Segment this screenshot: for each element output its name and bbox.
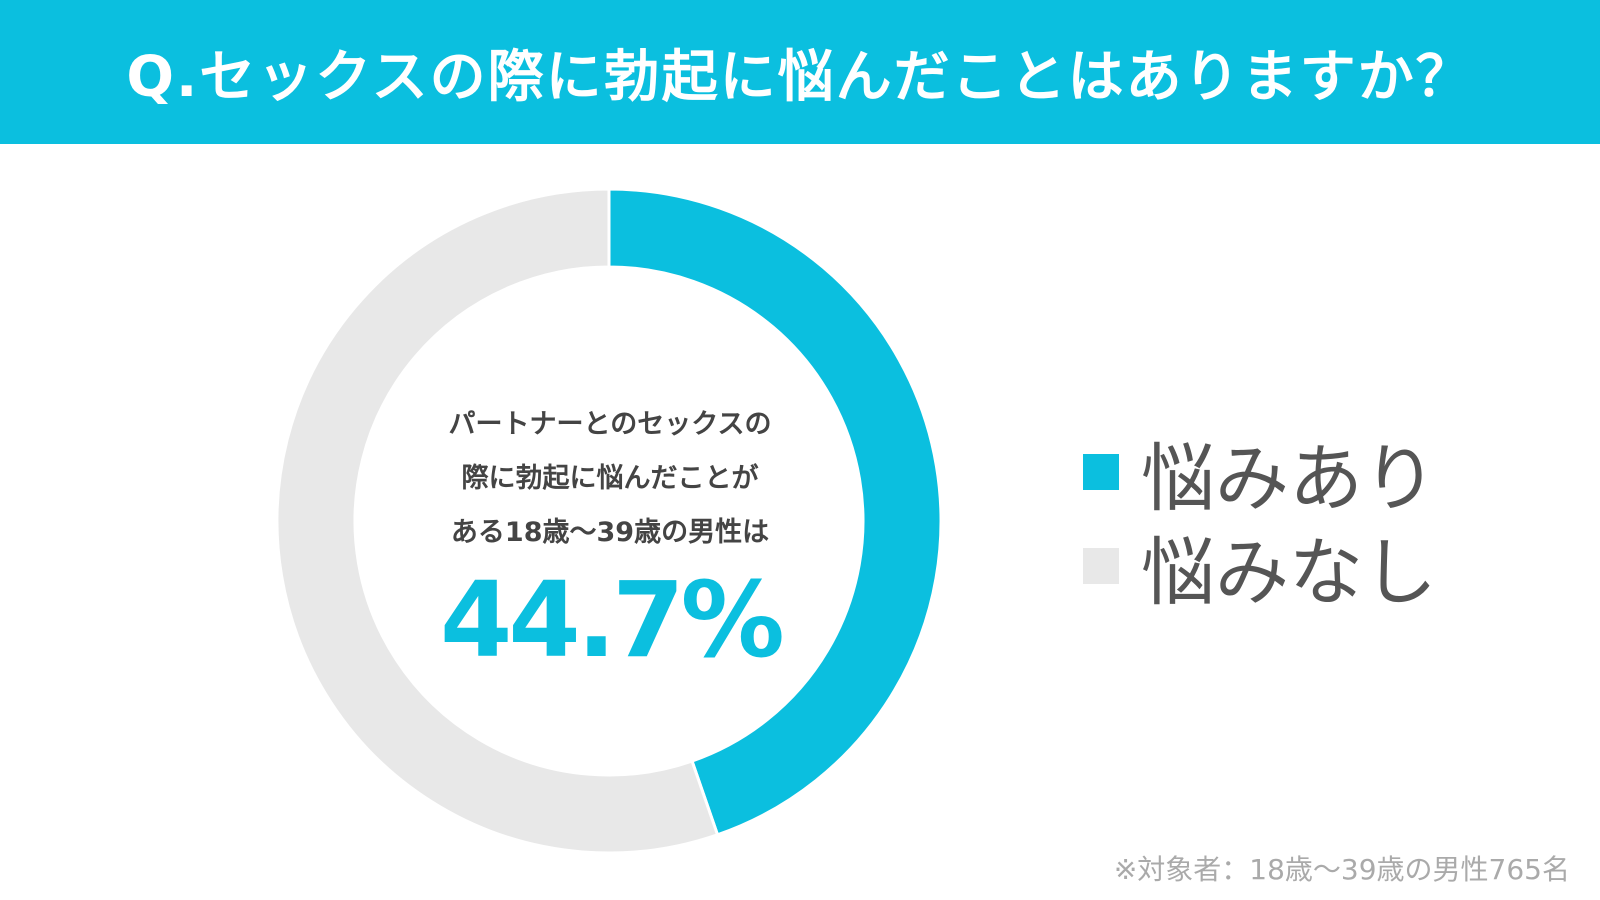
- footnote: ※対象者：18歳〜39歳の男性765名: [1113, 853, 1570, 886]
- chart-title: Q.セックスの際に勃起に悩んだことはありますか？: [126, 44, 1474, 110]
- donut-slice-yes: [607, 187, 943, 837]
- legend-item-yes: 悩みあり: [1083, 425, 1437, 522]
- legend-swatch-yes: [1083, 454, 1119, 490]
- center-caption-line: ある18歳〜39歳の男性は: [450, 517, 770, 548]
- legend-label-no: 悩みなし: [1141, 529, 1437, 616]
- legend-swatch-no: [1083, 548, 1119, 584]
- header-banner: Q.セックスの際に勃起に悩んだことはありますか？: [0, 0, 1600, 144]
- legend-item-no: 悩みなし: [1083, 519, 1437, 616]
- center-caption-line: パートナーとのセックスの: [448, 409, 772, 440]
- legend: 悩みあり 悩みなし: [1083, 425, 1437, 616]
- center-caption-line: 際に勃起に悩んだことが: [461, 463, 759, 494]
- center-percentage: 44.7%: [440, 559, 785, 681]
- center-caption: パートナーとのセックスの 際に勃起に悩んだことが ある18歳〜39歳の男性は: [405, 398, 815, 560]
- legend-label-yes: 悩みあり: [1141, 435, 1437, 522]
- donut-slice-no: [275, 187, 720, 855]
